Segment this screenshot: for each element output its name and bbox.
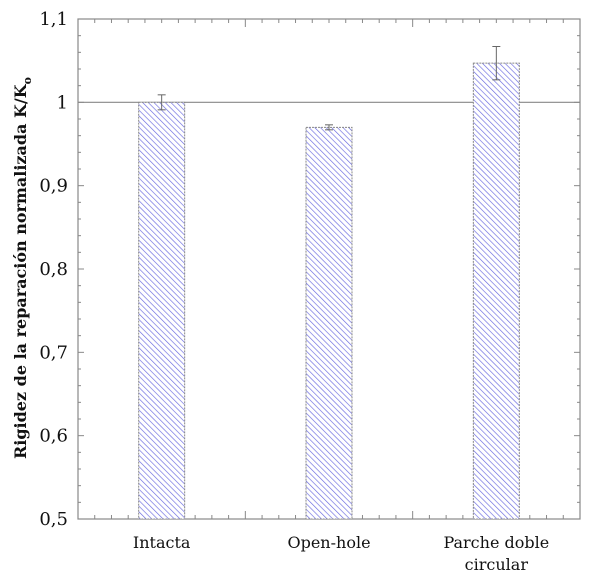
x-tick-label: Parche doble <box>443 533 549 552</box>
bar-1 <box>305 126 353 520</box>
y-tick-label: 1,1 <box>39 9 68 30</box>
y-tick-label: 0,9 <box>39 176 68 197</box>
y-axis-label: Rigidez de la reparación normalizada K/K… <box>11 77 34 459</box>
y-tick-label: 0,8 <box>39 259 68 280</box>
y-tick-label: 0,7 <box>39 342 68 363</box>
y-tick-label: 0,6 <box>39 426 68 447</box>
x-tick-label: circular <box>465 555 529 574</box>
bars <box>138 46 520 520</box>
x-tick-label: Open-hole <box>287 533 370 552</box>
y-tick-label: 0,5 <box>39 509 68 530</box>
labels: 0,5 0,6 0,7 0,8 0,9 1 1,1 Intacta Open-hole Parch… <box>39 9 549 574</box>
bar-2 <box>472 62 520 520</box>
bar-0 <box>138 101 186 520</box>
x-tick-label: Intacta <box>133 533 191 552</box>
y-tick-label: 1 <box>57 92 68 113</box>
